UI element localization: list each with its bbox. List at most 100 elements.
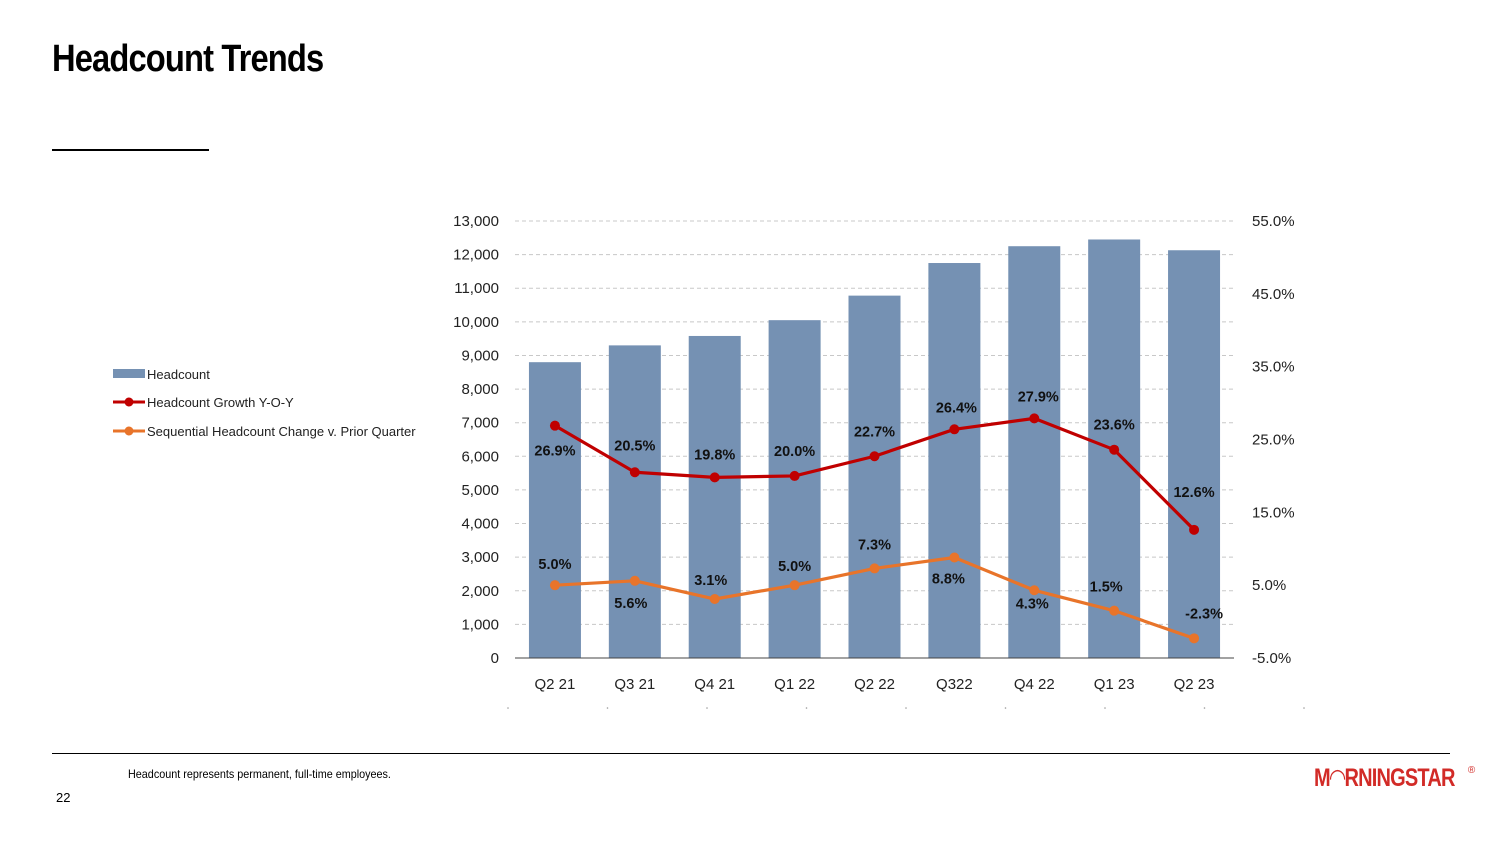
axis-dot <box>606 707 609 709</box>
line-series <box>549 413 1200 644</box>
x-axis-tick-label: Q2 21 <box>535 676 576 693</box>
sequential-change-data-label: 4.3% <box>1016 596 1049 612</box>
yoy-growth-data-label: 27.9% <box>1018 389 1059 405</box>
sequential-change-point <box>869 563 880 574</box>
yoy-growth-point <box>789 470 800 481</box>
morningstar-logo: M◠RNINGSTAR ® <box>1314 763 1475 795</box>
left-axis-tick-label: 8,000 <box>461 381 499 398</box>
x-axis-tick-label: Q3 21 <box>614 676 655 693</box>
x-axis-tick-label: Q1 23 <box>1094 676 1135 693</box>
sequential-change-point <box>949 552 960 563</box>
x-axis-tick-label: Q4 22 <box>1014 676 1055 693</box>
legend-sequential-marker <box>124 426 134 436</box>
yoy-growth-data-label: 12.6% <box>1173 485 1214 501</box>
sequential-change-data-label: 8.8% <box>932 571 965 587</box>
left-axis-tick-label: 10,000 <box>453 314 499 331</box>
yoy-growth-data-label: 20.0% <box>774 444 815 460</box>
yoy-growth-data-label: 19.8% <box>694 447 735 463</box>
left-axis-tick-label: 12,000 <box>453 247 499 264</box>
headcount-bar <box>768 320 821 658</box>
left-axis-tick-label: 0 <box>491 650 499 667</box>
left-axis-tick-label: 1,000 <box>461 616 499 633</box>
yoy-growth-data-label: 20.5% <box>614 438 655 454</box>
sequential-change-data-label: 3.1% <box>694 573 727 589</box>
axis-dot <box>1104 707 1106 709</box>
yoy-growth-data-label: 26.9% <box>534 444 575 460</box>
footnote: Headcount represents permanent, full-tim… <box>128 767 391 781</box>
sequential-change-data-label: 1.5% <box>1090 580 1123 596</box>
headcount-bar <box>848 295 901 658</box>
bar-series <box>528 239 1221 658</box>
page-title: Headcount Trends <box>52 38 324 80</box>
left-axis-tick-label: 7,000 <box>461 415 499 432</box>
x-axis-tick-label: Q1 22 <box>774 676 815 693</box>
left-axis-tick-label: 2,000 <box>461 583 499 600</box>
yoy-growth-point <box>549 420 560 431</box>
axis-dot <box>905 707 907 709</box>
legend-entry: Headcount <box>147 367 210 382</box>
right-axis-tick-label: 45.0% <box>1252 286 1295 303</box>
left-axis-tick-label: 11,000 <box>454 280 499 297</box>
yoy-growth-point <box>1109 444 1120 455</box>
logo-wordmark: M◠RNINGSTAR <box>1314 764 1455 792</box>
left-axis-tick-label: 6,000 <box>461 448 499 465</box>
left-axis-tick-label: 13,000 <box>453 213 499 230</box>
x-axis-tick-label: Q4 21 <box>694 676 735 693</box>
legend: Headcount Headcount Growth Y-O-Y Sequentia… <box>113 367 416 439</box>
yoy-growth-data-label: 23.6% <box>1094 418 1135 434</box>
yoy-growth-point <box>869 451 880 462</box>
axis-dot <box>1203 707 1206 709</box>
headcount-bar <box>528 362 581 658</box>
right-axis-tick-label: 55.0% <box>1252 213 1295 230</box>
sequential-change-data-label: 7.3% <box>858 537 891 553</box>
yoy-growth-point <box>629 467 640 478</box>
legend-yoy-marker <box>124 397 134 407</box>
axis-dot <box>507 707 509 709</box>
title-underline <box>52 149 209 151</box>
right-axis-tick-label: 15.0% <box>1252 504 1295 521</box>
data-labels: 26.9% 20.5% 19.8% 20.0% 22.7% 26.4% 27.9% 23.6%… <box>534 389 1223 622</box>
sequential-change-point <box>789 580 800 591</box>
headcount-bar <box>608 345 661 658</box>
axis-dot <box>805 707 808 709</box>
registered-mark: ® <box>1467 765 1476 776</box>
left-axis-tick-label: 3,000 <box>461 549 499 566</box>
sequential-change-point <box>709 594 720 605</box>
headcount-bar <box>688 335 741 658</box>
yoy-growth-point <box>949 424 960 435</box>
yoy-growth-data-label: 22.7% <box>854 424 895 440</box>
legend-entry: Headcount Growth Y-O-Y <box>147 395 294 410</box>
legend-headcount-swatch <box>113 369 145 378</box>
headcount-bar <box>928 263 981 658</box>
page-number: 22 <box>56 790 71 805</box>
footer-divider <box>52 753 1450 754</box>
yoy-growth-point <box>709 472 720 483</box>
headcount-bar <box>1168 250 1221 658</box>
left-axis-tick-label: 5,000 <box>461 482 499 499</box>
left-axis-tick-label: 9,000 <box>461 347 499 364</box>
yoy-growth-point <box>1189 524 1200 535</box>
axis-dot <box>1303 707 1305 709</box>
yoy-growth-data-label: 26.4% <box>936 400 977 416</box>
axis-dot <box>706 707 708 709</box>
axis-dot <box>1004 707 1007 709</box>
sequential-change-data-label: 5.0% <box>538 557 571 573</box>
sequential-change-point <box>549 580 560 591</box>
sequential-change-data-label: -2.3% <box>1185 606 1223 622</box>
sequential-change-data-label: 5.0% <box>778 559 811 575</box>
legend-entry: Sequential Headcount Change v. Prior Qua… <box>147 424 416 439</box>
x-axis-tick-label: Q2 22 <box>854 676 895 693</box>
right-axis-tick-label: 25.0% <box>1252 432 1295 449</box>
sequential-change-point <box>1109 605 1120 616</box>
x-axis-tick-label: Q322 <box>936 676 973 693</box>
axes: 0 1,000 2,000 3,000 4,000 5,000 6,000 7,000 8,00… <box>453 213 1305 709</box>
sequential-change-point <box>1029 585 1040 596</box>
right-axis-tick-label: -5.0% <box>1252 650 1291 667</box>
x-axis-tick-label: Q2 23 <box>1174 676 1215 693</box>
sequential-change-data-label: 5.6% <box>614 596 647 612</box>
right-axis-tick-label: 35.0% <box>1252 359 1295 376</box>
yoy-growth-point <box>1029 413 1040 424</box>
sequential-change-point <box>1189 633 1200 644</box>
right-axis-tick-label: 5.0% <box>1252 577 1286 594</box>
